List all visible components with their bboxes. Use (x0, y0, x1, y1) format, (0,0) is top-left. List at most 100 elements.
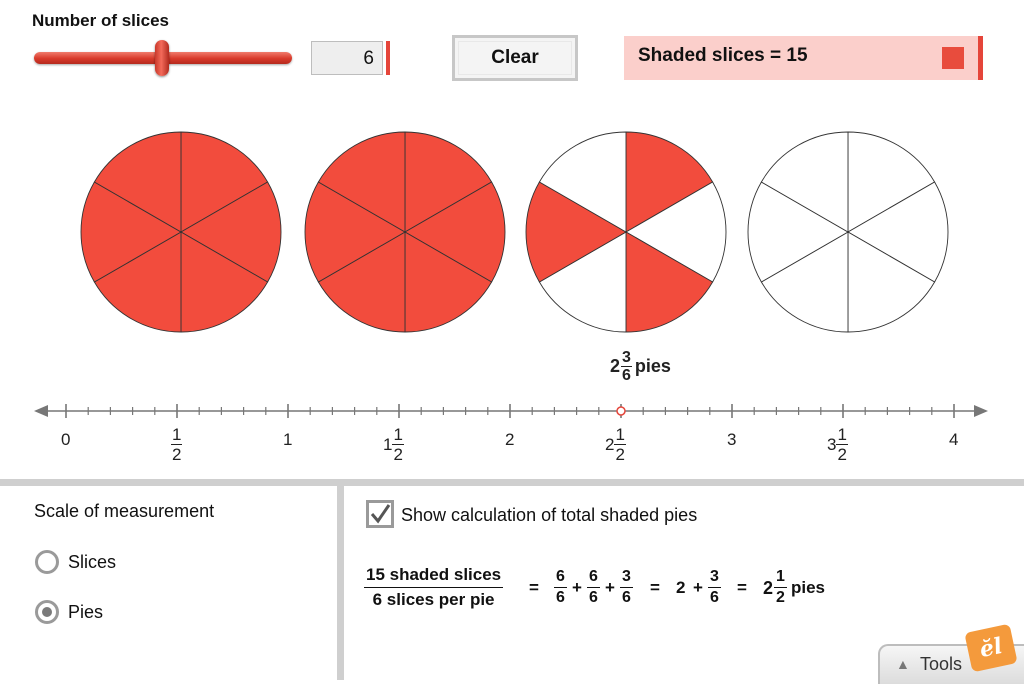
pie-4-slice-1[interactable] (847, 131, 936, 233)
arrow-right-icon (974, 405, 988, 417)
number-line[interactable] (0, 395, 1024, 435)
calc-result-fraction: 1 2 (774, 567, 787, 608)
pie-1-slice-6[interactable] (93, 131, 182, 233)
shaded-slices-panel (624, 36, 978, 80)
radio-pies-label[interactable]: Pies (68, 602, 104, 622)
label-numerator: 1 (614, 425, 626, 445)
number-line-label: 3 (727, 430, 737, 449)
calc-term-3-num: 3 (620, 567, 633, 588)
calc-remainder: 3 6 (708, 567, 721, 608)
pie-1-slice-3[interactable] (180, 231, 269, 333)
calc-remainder-den: 6 (710, 589, 719, 606)
tools-label[interactable]: Tools (920, 654, 963, 674)
shade-color-swatch[interactable] (942, 47, 964, 69)
calc-main-numerator: 15 shaded slices (364, 563, 504, 588)
pie-3-slice-4[interactable] (538, 231, 627, 333)
calc-term-3-den: 6 (622, 589, 631, 606)
calc-whole: 2 (676, 578, 686, 597)
calc-equals-1: = (529, 578, 539, 597)
label-whole: 3 (827, 434, 837, 454)
calc-main-denominator: 6 slices per pie (372, 590, 495, 609)
pie-2[interactable] (304, 131, 506, 333)
slices-slider-thumb[interactable] (155, 40, 169, 76)
show-calculation-label[interactable]: Show calculation of total shaded pies (401, 505, 698, 525)
pie-2-slice-1[interactable] (404, 131, 493, 233)
checkmark-icon (370, 504, 391, 524)
label-denominator: 2 (615, 445, 625, 464)
number-line-marker[interactable] (616, 406, 626, 416)
pies-label-whole: 2 (610, 356, 621, 376)
pies-label-fraction: 3 6 (621, 349, 632, 384)
pie-4-slice-6[interactable] (760, 131, 849, 233)
calc-result-unit: pies (791, 578, 826, 597)
pie-1[interactable] (80, 131, 282, 333)
calc-main-fraction: 15 shaded slices 6 slices per pie (364, 563, 504, 612)
pies-label-unit: pies (634, 356, 671, 376)
pie-3-slice-1[interactable] (625, 131, 714, 233)
calc-result-whole: 2 (763, 578, 774, 598)
pie-4-slice-4[interactable] (760, 231, 849, 333)
slider-label: Number of slices (32, 11, 169, 30)
label-numerator: 1 (392, 425, 404, 445)
panel-divider-vertical (337, 486, 344, 680)
calc-plus-3: + (693, 578, 703, 597)
radio-slices[interactable] (35, 550, 59, 574)
pie-4-slice-5[interactable] (747, 181, 849, 283)
clear-button[interactable]: Clear (452, 35, 578, 81)
pie-4[interactable] (747, 131, 949, 333)
pie-3-slice-2[interactable] (625, 181, 727, 283)
pie-1-slice-5[interactable] (80, 181, 182, 283)
pie-1-slice-1[interactable] (180, 131, 269, 233)
pie-3[interactable] (525, 131, 727, 333)
pies-total-label: 2 3 6 pies (610, 349, 671, 384)
pie-3-slice-6[interactable] (538, 131, 627, 233)
number-line-label: 4 (949, 430, 959, 449)
pie-4-slice-2[interactable] (847, 181, 949, 283)
calc-equals-2: = (650, 578, 660, 597)
pie-2-slice-4[interactable] (317, 231, 406, 333)
calc-term-1: 6 6 (554, 567, 567, 608)
calc-plus-2: + (605, 578, 615, 597)
pie-2-slice-2[interactable] (404, 181, 506, 283)
calc-term-2: 6 6 (587, 567, 600, 608)
shaded-slices-text: Shaded slices = 15 (638, 45, 808, 66)
calc-term-2-den: 6 (589, 589, 598, 606)
value-field-edge (386, 41, 390, 75)
label-denominator: 2 (172, 445, 182, 464)
label-numerator: 1 (836, 425, 848, 445)
calc-plus-1: + (572, 578, 582, 597)
pie-4-slice-3[interactable] (847, 231, 936, 333)
pie-1-slice-4[interactable] (93, 231, 182, 333)
pie-3-slice-5[interactable] (525, 181, 627, 283)
pie-2-slice-3[interactable] (404, 231, 493, 333)
pies-area (80, 131, 949, 333)
calc-result-num: 1 (774, 567, 787, 588)
pie-2-slice-6[interactable] (317, 131, 406, 233)
slices-value-field[interactable]: 6 (311, 41, 383, 75)
pie-2-slice-5[interactable] (304, 181, 406, 283)
panel-divider-horizontal (0, 479, 1024, 486)
pie-1-slice-2[interactable] (180, 181, 282, 283)
number-line-label: 2 (505, 430, 515, 449)
radio-pies[interactable] (35, 600, 59, 624)
calc-term-2-num: 6 (587, 567, 600, 588)
label-whole: 2 (605, 434, 615, 454)
pies-label-numerator: 3 (621, 349, 632, 367)
calc-term-1-den: 6 (556, 589, 565, 606)
show-calculation-checkbox[interactable] (366, 500, 394, 528)
calc-term-3: 3 6 (620, 567, 633, 608)
calc-equals-3: = (737, 578, 747, 597)
arrow-left-icon (34, 405, 48, 417)
label-denominator: 2 (393, 445, 403, 464)
number-line-label: 0 (61, 430, 71, 449)
pie-3-slice-3[interactable] (625, 231, 714, 333)
radio-slices-label[interactable]: Slices (68, 552, 117, 572)
